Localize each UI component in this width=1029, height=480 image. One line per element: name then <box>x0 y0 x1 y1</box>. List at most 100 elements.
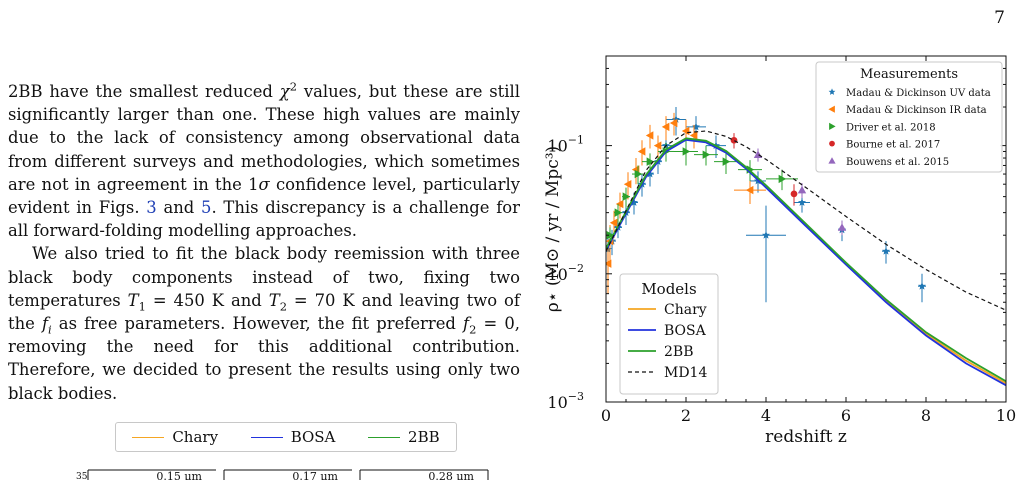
data-point <box>623 179 632 189</box>
text-run: T <box>268 290 280 310</box>
sub-legend-label: Chary <box>172 428 219 446</box>
data-point <box>837 223 847 231</box>
data-point <box>645 131 654 140</box>
data-point <box>669 118 678 128</box>
data-point <box>882 247 890 255</box>
data-point <box>798 198 806 206</box>
sub-legend-swatch <box>250 436 283 438</box>
model-line <box>606 137 1006 383</box>
text-run: = 0, removing the need for this addition… <box>8 314 520 403</box>
y-tick-label: 10−3 <box>547 390 584 412</box>
paragraph: We also tried to fit the black body reem… <box>8 242 520 404</box>
data-point <box>762 231 770 239</box>
text-run: 1 <box>138 299 146 314</box>
x-tick-label: 10 <box>996 406 1016 425</box>
model-line <box>606 138 1006 387</box>
page-number: 7 <box>994 8 1005 28</box>
sub-legend-entry: 2BB <box>368 428 440 446</box>
data-point <box>622 192 631 201</box>
text-run: and <box>156 198 202 218</box>
sub-legend-label: 2BB <box>408 428 440 446</box>
figure-reference-link[interactable]: 5 <box>201 198 212 218</box>
measurements-legend: Measurements Madau & Dickinson UV data Mad… <box>815 61 1003 173</box>
sub-panel-label: 0.15 µm <box>156 470 202 480</box>
legend-marker <box>829 122 836 130</box>
text-run: as free parameters. However, the fit pre… <box>51 314 464 334</box>
text-run: We also tried to fit the black body reem… <box>8 244 520 310</box>
sfr-density-chart: 0 2 4 6 8 10 10−3 10−2 10−1 redshift z ρ⋆ (M⊙ / yr… <box>540 40 1020 470</box>
x-tick-label: 2 <box>681 406 691 425</box>
text-run: 2 <box>289 79 297 94</box>
data-point <box>745 185 754 195</box>
text-run: 2 <box>279 299 287 314</box>
model-line <box>606 130 1006 311</box>
legend-label: Bourne et al. 2017 <box>846 140 940 151</box>
y-axis-label: ρ⋆ (M⊙ / yr / Mpc³) <box>543 146 563 312</box>
text-run: confidence level, particularly evident i… <box>8 174 520 218</box>
data-point <box>661 122 670 132</box>
x-tick-label: 0 <box>601 406 611 425</box>
data-point <box>634 169 643 179</box>
sub-figure-panels: 35 0.15 µm 0.17 µm 0.28 µm <box>76 469 489 480</box>
x-tick-label: 4 <box>761 406 771 425</box>
plot-area <box>606 107 1006 387</box>
legend-label: MD14 <box>664 365 707 381</box>
data-point <box>615 199 624 209</box>
legend-marker <box>828 105 835 113</box>
text-run: χ <box>279 82 290 101</box>
x-tick-label: 6 <box>841 406 851 425</box>
legend-marker <box>828 88 836 95</box>
legend-label: Madau & Dickinson IR data <box>846 105 987 116</box>
legend-label: 2BB <box>664 344 693 360</box>
text-run: values, but these are still significantl… <box>8 82 520 194</box>
text-run: f <box>41 314 49 334</box>
data-point <box>646 157 655 166</box>
legend-label: Bouwens et al. 2015 <box>846 157 949 168</box>
sub-legend-entry: Chary <box>132 428 218 446</box>
legend-label: Madau & Dickinson UV data <box>846 88 991 99</box>
x-axis-label: redshift z <box>765 427 847 447</box>
text-run: . This discrepancy is a challenge for al… <box>8 198 520 241</box>
paragraph: 2BB have the smallest reduced χ2 values,… <box>8 80 520 242</box>
data-point <box>682 147 691 156</box>
x-tick-label: 8 <box>921 406 931 425</box>
data-point <box>778 174 787 184</box>
data-point <box>614 208 623 217</box>
sub-panel-label: 0.28 µm <box>428 470 474 480</box>
body-text: 2BB have the smallest reduced χ2 values,… <box>8 80 520 405</box>
legend-box <box>815 61 1003 173</box>
text-run: σ <box>258 174 270 194</box>
text-run: = 450 K and <box>145 290 269 310</box>
sub-legend-entry: BOSA <box>250 428 336 446</box>
legend-label: Chary <box>664 302 707 318</box>
legend-marker <box>828 157 836 164</box>
text-run: i <box>48 322 52 337</box>
text-run: = 70 K and leaving two of the <box>8 290 520 334</box>
data-point <box>790 190 798 198</box>
legend-marker <box>829 140 835 147</box>
sub-panel-y-tick: 35 <box>76 472 88 480</box>
data-point <box>722 157 731 166</box>
measurement-series <box>606 112 766 294</box>
sub-legend-label: BOSA <box>290 428 336 446</box>
figure-reference-link[interactable]: 3 <box>146 198 157 218</box>
models-legend: Models Chary BOSA 2BB MD14 <box>619 273 719 395</box>
text-run: T <box>127 290 139 310</box>
data-point <box>637 147 646 156</box>
data-point <box>702 150 711 159</box>
data-point <box>689 131 698 140</box>
legend-box <box>619 273 719 395</box>
sub-figure-legend: Chary BOSA 2BB <box>115 422 457 452</box>
sub-panel-label: 0.17 µm <box>292 470 338 480</box>
legend-label: BOSA <box>664 323 707 339</box>
legend-title: Measurements <box>860 67 958 82</box>
measurement-series <box>753 148 847 236</box>
data-point <box>606 231 615 240</box>
data-point <box>730 136 738 144</box>
text-run: 2BB have the smallest reduced <box>8 82 280 101</box>
legend-title: Models <box>641 280 696 298</box>
data-point <box>609 218 618 227</box>
data-point <box>653 141 662 150</box>
data-point <box>797 185 807 194</box>
